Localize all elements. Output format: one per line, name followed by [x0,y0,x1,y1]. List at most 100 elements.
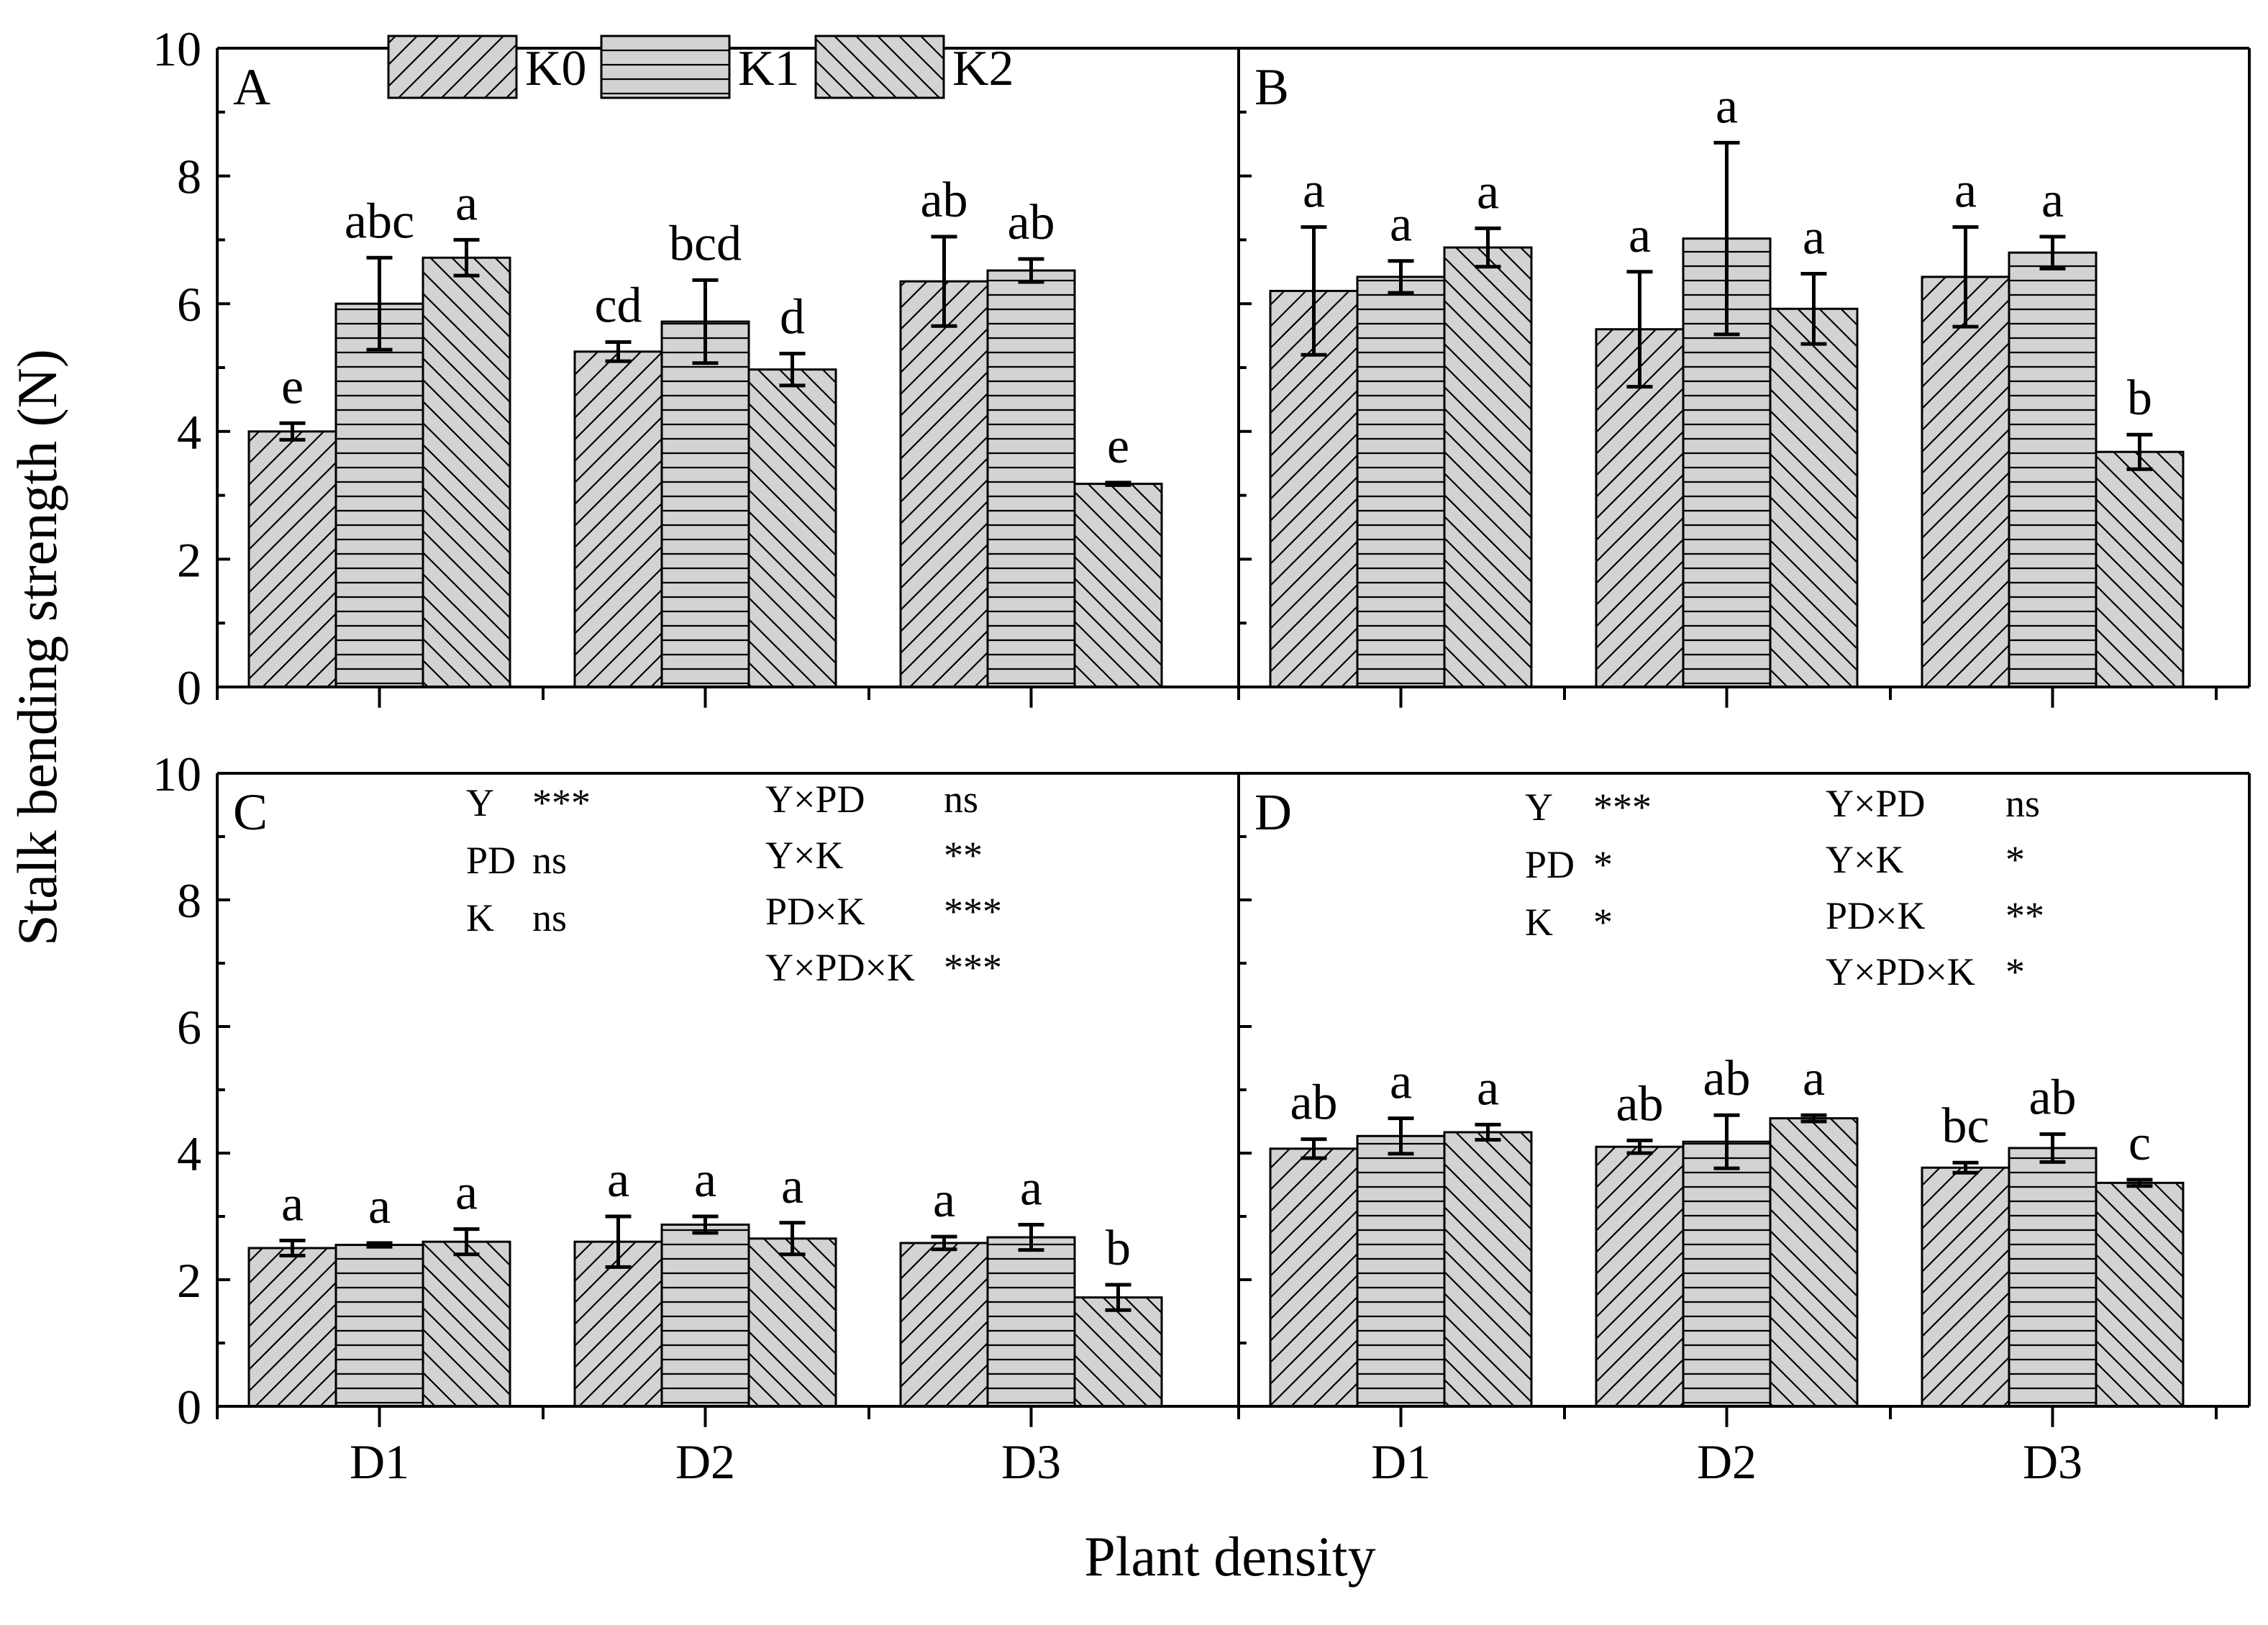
x-tick-label: D2 [1697,1434,1757,1489]
stat-term: PD [466,839,516,882]
stat-term: Y [1525,786,1553,829]
legend-swatch-k0 [387,35,518,99]
significance-letter: bc [1941,1098,1989,1154]
panel-C: Ca a a a a a a a b 0 2 4 6 8 10 D1 D2 D3 Y *** PD ns K ns Y×PD ns… [152,747,1239,1489]
significance-letter: a [2041,173,2064,228]
stat-term: PD [1525,843,1575,886]
stat-significance: *** [944,946,1002,989]
stat-significance: ns [532,896,567,939]
significance-letter: a [1477,1060,1499,1116]
significance-letter: a [368,1179,391,1234]
significance-letter: e [281,359,304,414]
x-tick-label: D1 [1371,1434,1431,1489]
bar [422,1240,511,1408]
stat-term: K [466,896,494,939]
y-tick-label: 10 [152,22,201,76]
legend-label: K1 [738,41,800,96]
significance-letter: e [1107,419,1129,474]
bar [573,350,663,688]
bar [1356,276,1446,688]
bar [422,256,511,688]
significance-letter: a [607,1152,629,1208]
y-tick-label: 0 [177,1380,201,1434]
significance-letter: ab [1703,1051,1750,1106]
stat-significance: ns [532,839,567,882]
significance-letter: ab [920,173,967,228]
stat-significance: ** [944,834,983,877]
bar [747,1237,837,1408]
bar [1595,328,1685,688]
significance-letter: a [455,1165,478,1221]
bar [986,1236,1076,1408]
bar [1073,1296,1163,1408]
significance-letter: a [1803,1051,1825,1106]
significance-letter: bcd [669,216,742,271]
significance-letter: a [1954,163,1977,219]
significance-letter: ab [1007,195,1055,250]
bar [660,1223,750,1408]
significance-letter: a [1477,164,1499,219]
stat-significance: * [2005,950,2025,993]
stat-significance: *** [1593,786,1652,829]
significance-letter: a [1303,163,1325,219]
x-tick-label: D2 [675,1434,735,1489]
stat-significance: * [1593,901,1613,944]
bar [247,430,337,688]
x-tick-label: D3 [2023,1434,2082,1489]
significance-letter: abc [345,194,414,249]
legend-label: K0 [525,41,587,96]
bar [1443,246,1533,688]
y-tick-label: 8 [177,873,201,928]
significance-letter: ab [2028,1070,2076,1126]
bar [1595,1145,1685,1408]
panel-B: Ba a a a a a a a b [1237,47,2251,708]
y-tick-label: 6 [177,1000,201,1055]
legend-swatch-k2 [814,35,945,99]
bar [1269,1147,1359,1408]
bar [573,1240,663,1408]
significance-letter: a [781,1159,803,1214]
bar [2008,251,2098,688]
bar [899,1242,989,1408]
significance-letter: a [1629,208,1651,263]
legend-swatch-k1 [600,35,731,99]
stat-term: PD×K [765,890,865,933]
legend: K0 K1 K2 [387,35,1014,99]
stat-term: Y [466,781,494,824]
significance-letter: d [780,289,805,345]
stat-significance: ns [2005,782,2040,825]
stat-significance: ns [944,778,978,821]
bar [747,368,837,688]
stat-term: Y×PD [765,778,865,821]
significance-letter: ab [1290,1075,1337,1131]
bar [1073,483,1163,688]
bar [334,1244,424,1408]
x-axis-label: Plant density [1084,1525,1375,1588]
bar [2095,450,2185,688]
bar [1769,307,1859,688]
significance-letter: a [281,1176,304,1232]
bar [1443,1131,1533,1408]
bar [2008,1147,2098,1408]
significance-letter: a [1020,1160,1042,1216]
bar [986,269,1076,688]
significance-letter: a [1390,1055,1412,1110]
y-tick-label: 8 [177,150,201,204]
stat-term: Y×PD×K [1826,950,1975,993]
panel-label: C [233,783,268,841]
significance-letter: c [2128,1116,2151,1171]
x-tick-label: D1 [350,1434,409,1489]
bar [1356,1134,1446,1408]
stat-significance: *** [944,890,1002,933]
bar [1921,1166,2010,1408]
stat-significance: * [2005,838,2025,881]
significance-letter: a [455,176,478,231]
stat-term: Y×K [1826,838,1903,881]
bar [2095,1181,2185,1408]
significance-letter: a [1390,197,1412,252]
stat-significance: * [1593,843,1613,886]
y-tick-label: 2 [177,532,201,587]
x-tick-label: D3 [1001,1434,1061,1489]
stat-term: Y×PD [1826,782,1925,825]
